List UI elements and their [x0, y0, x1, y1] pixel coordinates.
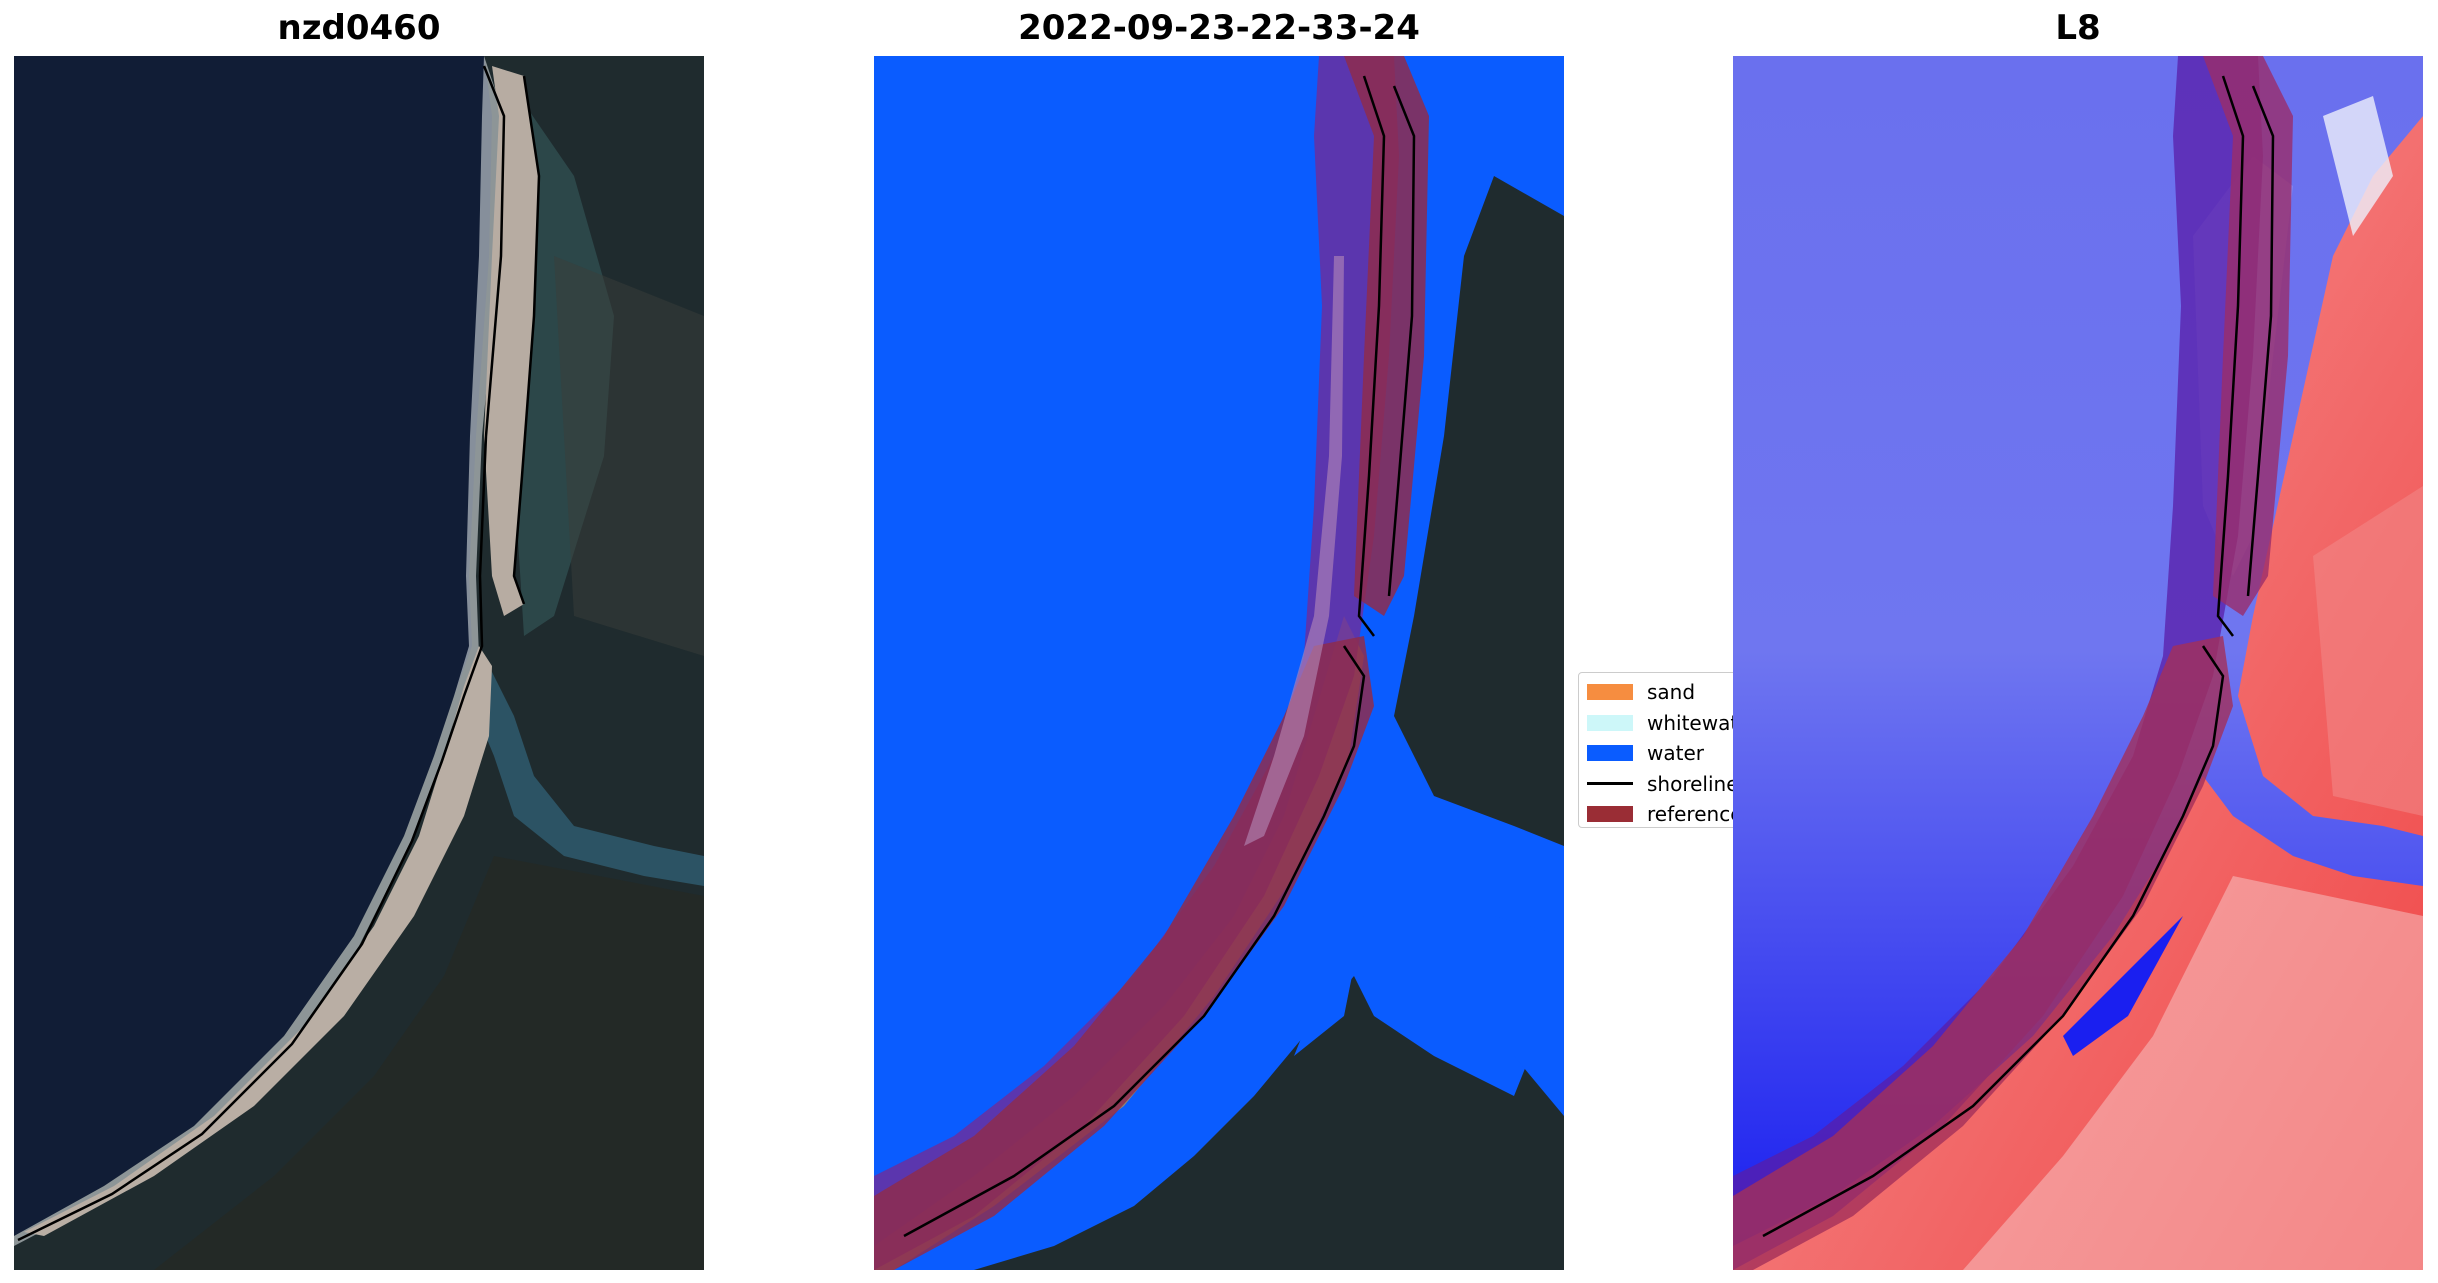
legend-label-reference: reference — [1647, 802, 1738, 827]
reference-swatch — [1587, 806, 1633, 823]
panel-title-rgb: nzd0460 — [277, 8, 441, 48]
legend-label-sand: sand — [1647, 680, 1696, 705]
panel-title-index: L8 — [2055, 8, 2101, 48]
water-swatch — [1587, 745, 1633, 762]
legend-label-shoreline: shoreline — [1647, 771, 1738, 796]
l8-index-panel — [1733, 56, 2423, 1270]
l8-index-image — [1733, 56, 2423, 1270]
legend-label-water: water — [1647, 741, 1704, 766]
legend-item-water: water — [1587, 738, 1737, 769]
legend-item-whitewater: whitewater — [1587, 708, 1737, 739]
legend-item-reference: reference — [1587, 799, 1738, 827]
rgb-satellite-panel — [14, 56, 704, 1270]
legend-item-shoreline: shoreline — [1587, 769, 1737, 800]
panel-title-classification: 2022-09-23-22-33-24 — [1018, 8, 1420, 48]
legend-label-whitewater: whitewater — [1647, 710, 1737, 735]
legend: sand whitewater water shoreline referenc… — [1578, 672, 1738, 828]
classification-image — [874, 56, 1564, 1270]
whitewater-swatch — [1587, 714, 1633, 731]
classification-panel — [874, 56, 1564, 1270]
shoreline-line-swatch — [1587, 782, 1633, 786]
sand-swatch — [1587, 684, 1633, 701]
rgb-satellite-image — [14, 56, 704, 1270]
legend-item-sand: sand — [1587, 677, 1737, 708]
